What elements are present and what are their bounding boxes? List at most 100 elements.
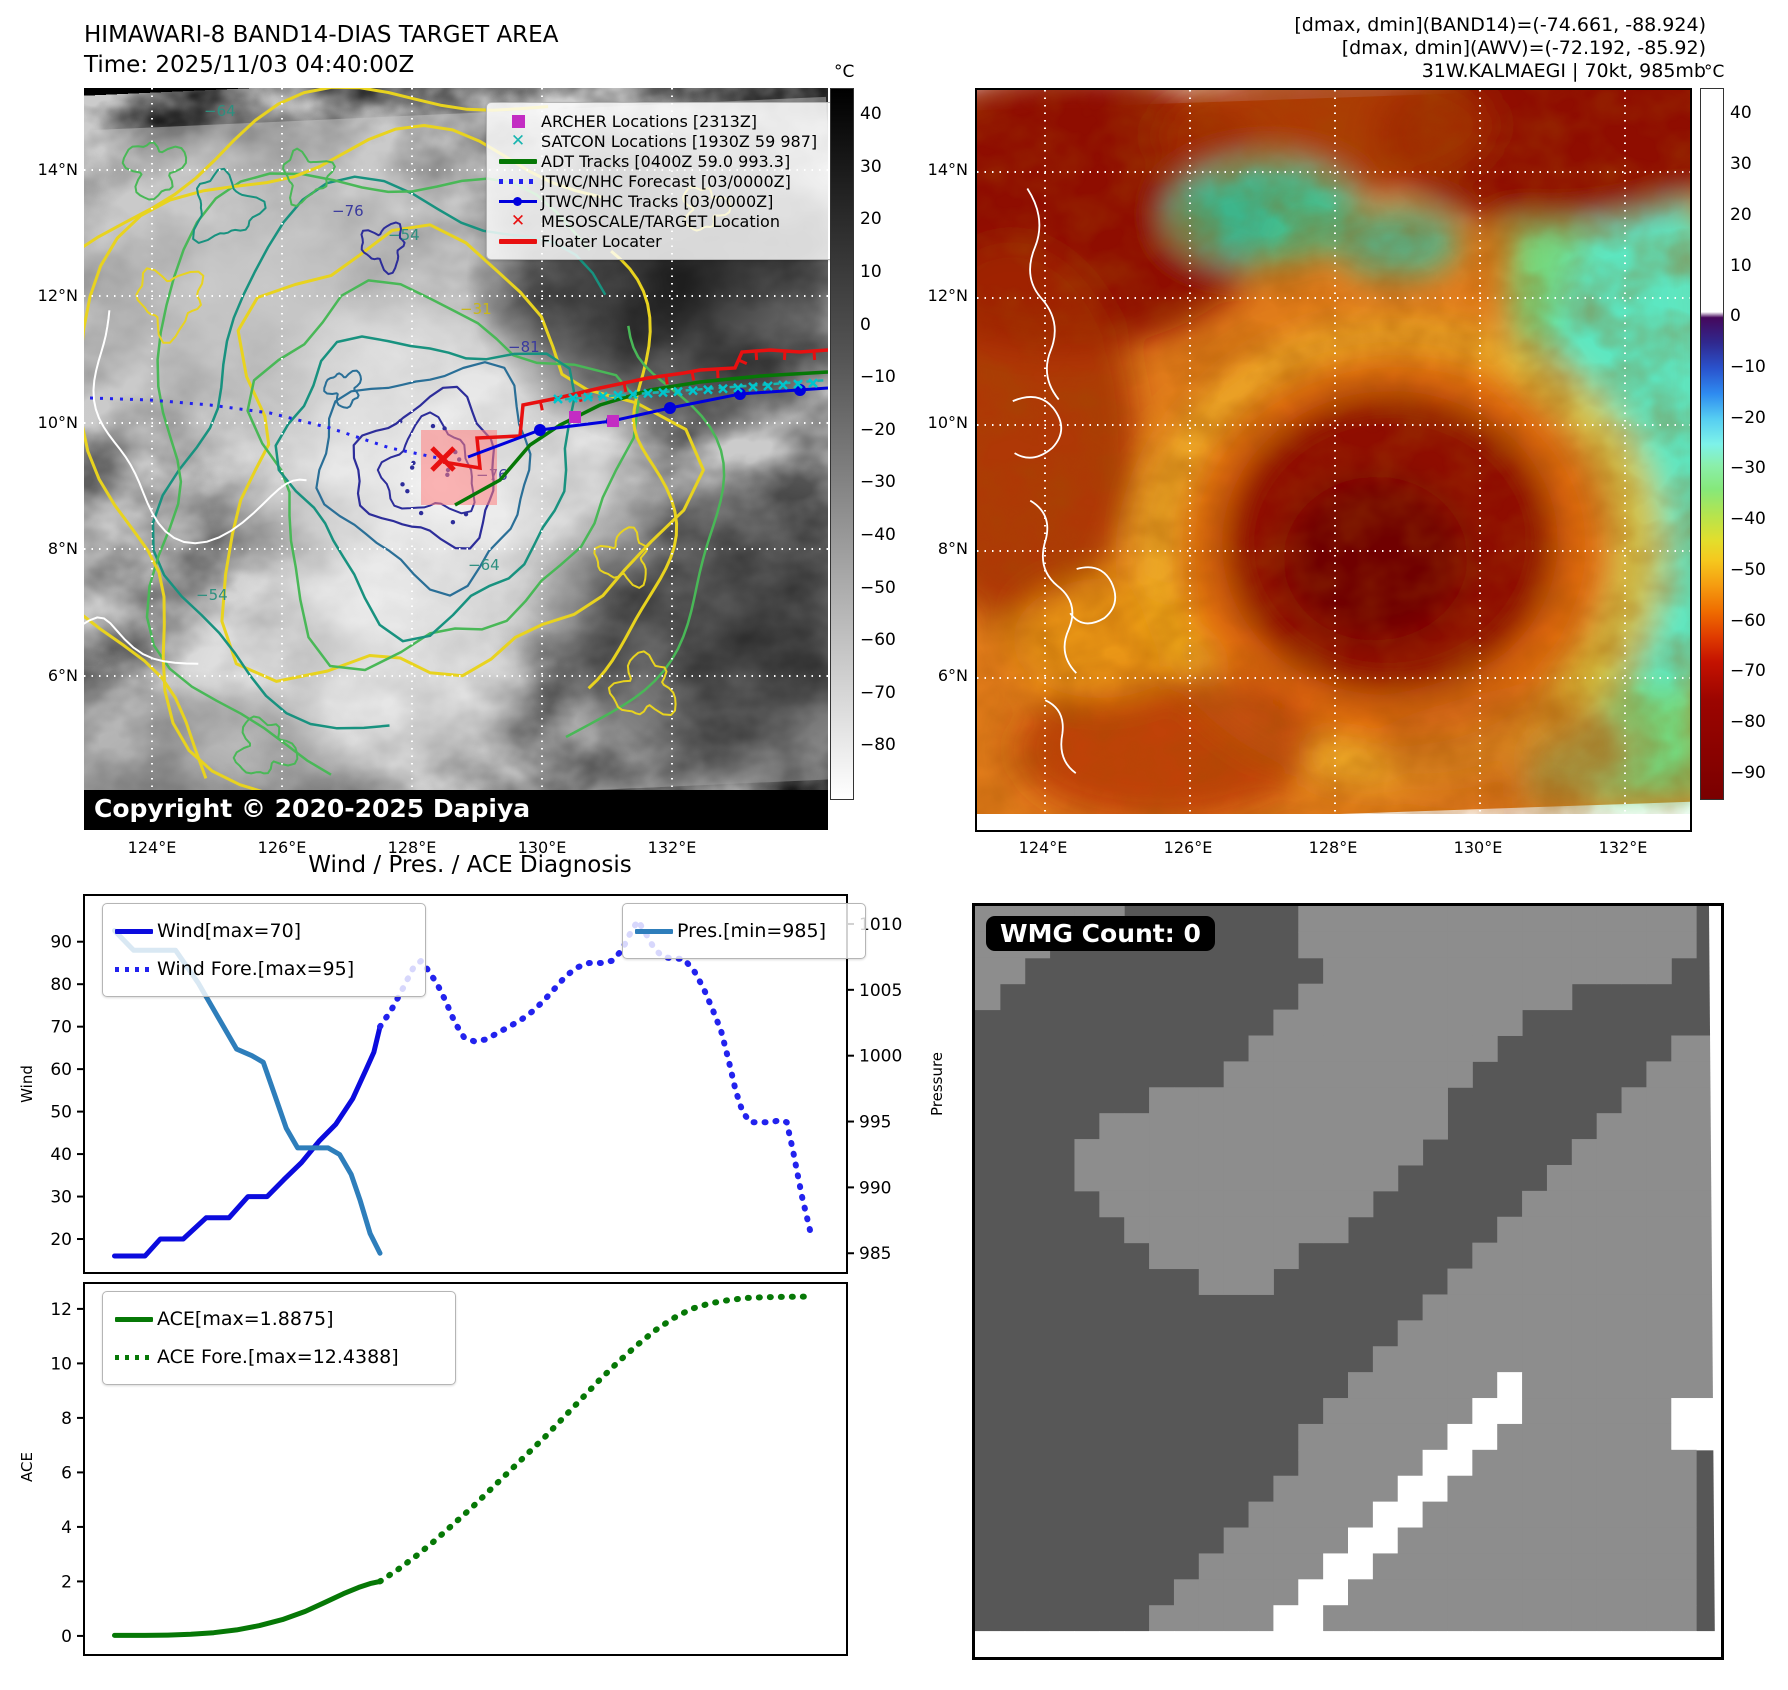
colorbar-tick-label: 20	[860, 209, 882, 230]
legend-item: ✕ SATCON Locations [1930Z 59 987]	[495, 131, 827, 151]
legend-item-label: JTWC/NHC Tracks [03/0000Z]	[541, 191, 774, 211]
legend-item: ADT Tracks [0400Z 59.0 993.3]	[495, 151, 827, 171]
line-icon	[631, 928, 677, 934]
awv-map-canvas	[858, 36, 1767, 830]
panel2-header: [dmax, dmin](BAND14)=(-74.661, -88.924) …	[1006, 14, 1706, 83]
axis-tick-label: 1010	[859, 915, 902, 935]
axis-tick-label: 20	[50, 1230, 72, 1250]
line-icon	[111, 1316, 157, 1322]
x-marker-icon: ✕	[510, 130, 526, 151]
legend-item-label: ARCHER Locations [2313Z]	[541, 111, 758, 131]
square-marker-icon	[495, 114, 541, 128]
wmg-count-badge: WMG Count: 0	[986, 916, 1215, 951]
axis-tick-label: 80	[50, 975, 72, 995]
axis-tick-label: 990	[859, 1178, 891, 1198]
colorbar-tick-label: −10	[1730, 356, 1766, 377]
lat-tick-label: 14°N	[37, 160, 78, 179]
colorbar-tick-label: −30	[860, 472, 896, 493]
colorbar-tick-label: −80	[1730, 711, 1766, 732]
lon-tick-label: 128°E	[1308, 838, 1358, 857]
colorbar-tick-label: −40	[1730, 509, 1766, 530]
contour-label: −31	[460, 300, 492, 318]
legend-item: JTWC/NHC Tracks [03/0000Z]	[495, 191, 827, 211]
legend-item: ARCHER Locations [2313Z]	[495, 111, 827, 131]
lat-tick-label: 14°N	[927, 160, 968, 179]
dotted-line-icon	[111, 966, 157, 972]
lon-tick-label: 132°E	[1598, 838, 1648, 857]
axis-tick-label: 985	[859, 1244, 891, 1264]
line-icon	[111, 928, 157, 934]
dotted-line-icon	[495, 178, 541, 184]
colorbar-tick-label: −40	[860, 525, 896, 546]
axis-tick-label: 8	[61, 1409, 72, 1429]
lon-tick-label: 130°E	[1453, 838, 1503, 857]
panel1-title: HIMAWARI-8 BAND14-DIAS TARGET AREA	[84, 22, 559, 48]
colorbar-tick-label: 10	[860, 262, 882, 283]
diagnosis-charts: 20 30 40 50 60 70 80 90 985 990 995 1000 1005 1010 0 2 4…	[50, 894, 902, 1656]
legend-item-label: MESOSCALE/TARGET Location	[541, 211, 780, 231]
lat-tick-label: 8°N	[937, 539, 968, 558]
axis-tick-label: 995	[859, 1113, 891, 1133]
axis-tick-label: 10	[50, 1354, 72, 1374]
legend-item: Pres.[min=985]	[631, 912, 853, 950]
awv-enhanced-ir-map	[858, 36, 1767, 832]
axis-tick-label: 6	[61, 1463, 72, 1483]
legend-item: ✕ MESOSCALE/TARGET Location	[495, 211, 827, 231]
legend-item: Wind Fore.[max=95]	[111, 950, 413, 988]
colorbar-tick-label: −10	[860, 367, 896, 388]
colorbar-tick-label: −50	[860, 577, 896, 598]
axis-tick-label: 40	[50, 1145, 72, 1165]
axis-tick-label: 12	[50, 1300, 72, 1320]
x-marker-icon: ✕	[510, 210, 526, 231]
contour-label: −54	[196, 586, 228, 604]
wind-axis-label: Wind	[17, 1065, 36, 1103]
axis-tick-label: 1005	[859, 981, 902, 1001]
colorbar-tick-label: 0	[1730, 306, 1741, 327]
lon-tick-label: 124°E	[1018, 838, 1068, 857]
colorbar-tick-label: 0	[860, 314, 871, 335]
contour-label: −81	[508, 338, 540, 356]
pressure-axis-label: Pressure	[928, 1051, 947, 1117]
colorbar-tick-label: 40	[860, 104, 882, 125]
contour-label: −54	[388, 226, 420, 244]
colorbar-tick-label: −70	[1730, 661, 1766, 682]
lat-tick-label: 6°N	[937, 666, 968, 685]
dotted-line-icon	[111, 1354, 157, 1360]
legend-item-label: Wind[max=70]	[157, 920, 302, 942]
axis-tick-label: 70	[50, 1018, 72, 1038]
colorbar-tick-label: 40	[1730, 103, 1752, 124]
band14-colorbar-unit: °C	[834, 62, 855, 82]
pressure-legend: Pres.[min=985]	[622, 903, 866, 959]
colorbar-tick-label: −20	[1730, 407, 1766, 428]
legend-item: Wind[max=70]	[111, 912, 413, 950]
lon-tick-label: 128°E	[387, 838, 437, 857]
lon-tick-label: 126°E	[1163, 838, 1213, 857]
copyright-text: Copyright © 2020-2025 Dapiya	[94, 794, 531, 823]
axis-tick-label: 4	[61, 1518, 72, 1538]
band14-colorbar-ticks: 40 30 20 10 0 −10 −20 −30 −40 −50 −60 −70 −80	[830, 88, 900, 798]
lat-tick-label: 8°N	[47, 539, 78, 558]
dmax-dmin-awv: [dmax, dmin](AWV)=(-72.192, -85.92)	[1341, 37, 1706, 59]
legend-item-label: Wind Fore.[max=95]	[157, 958, 355, 980]
line-icon	[495, 238, 541, 244]
panel1-subtitle: Time: 2025/11/03 04:40:00Z	[84, 52, 415, 78]
lat-tick-label: 6°N	[47, 666, 78, 685]
colorbar-tick-label: −20	[860, 419, 896, 440]
colorbar-tick-label: 30	[1730, 154, 1752, 175]
colorbar-tick-label: −60	[860, 630, 896, 651]
colorbar-tick-label: −90	[1730, 762, 1766, 783]
colorbar-tick-label: −70	[860, 682, 896, 703]
awv-colorbar	[1700, 88, 1724, 800]
awv-colorbar-unit: °C	[1704, 62, 1725, 82]
colorbar-tick-label: 20	[1730, 204, 1752, 225]
legend-item: ACE Fore.[max=12.4388]	[111, 1338, 443, 1376]
lat-tick-label: 10°N	[37, 413, 78, 432]
legend-item-label: ACE Fore.[max=12.4388]	[157, 1346, 399, 1368]
legend-item-label: ADT Tracks [0400Z 59.0 993.3]	[541, 151, 791, 171]
axis-tick-label: 0	[61, 1627, 72, 1647]
axis-tick-label: 2	[61, 1572, 72, 1592]
axis-tick-label: 30	[50, 1188, 72, 1208]
axis-tick-label: 50	[50, 1103, 72, 1123]
legend-item-label: Pres.[min=985]	[677, 920, 826, 942]
line-with-marker-icon	[495, 196, 541, 206]
